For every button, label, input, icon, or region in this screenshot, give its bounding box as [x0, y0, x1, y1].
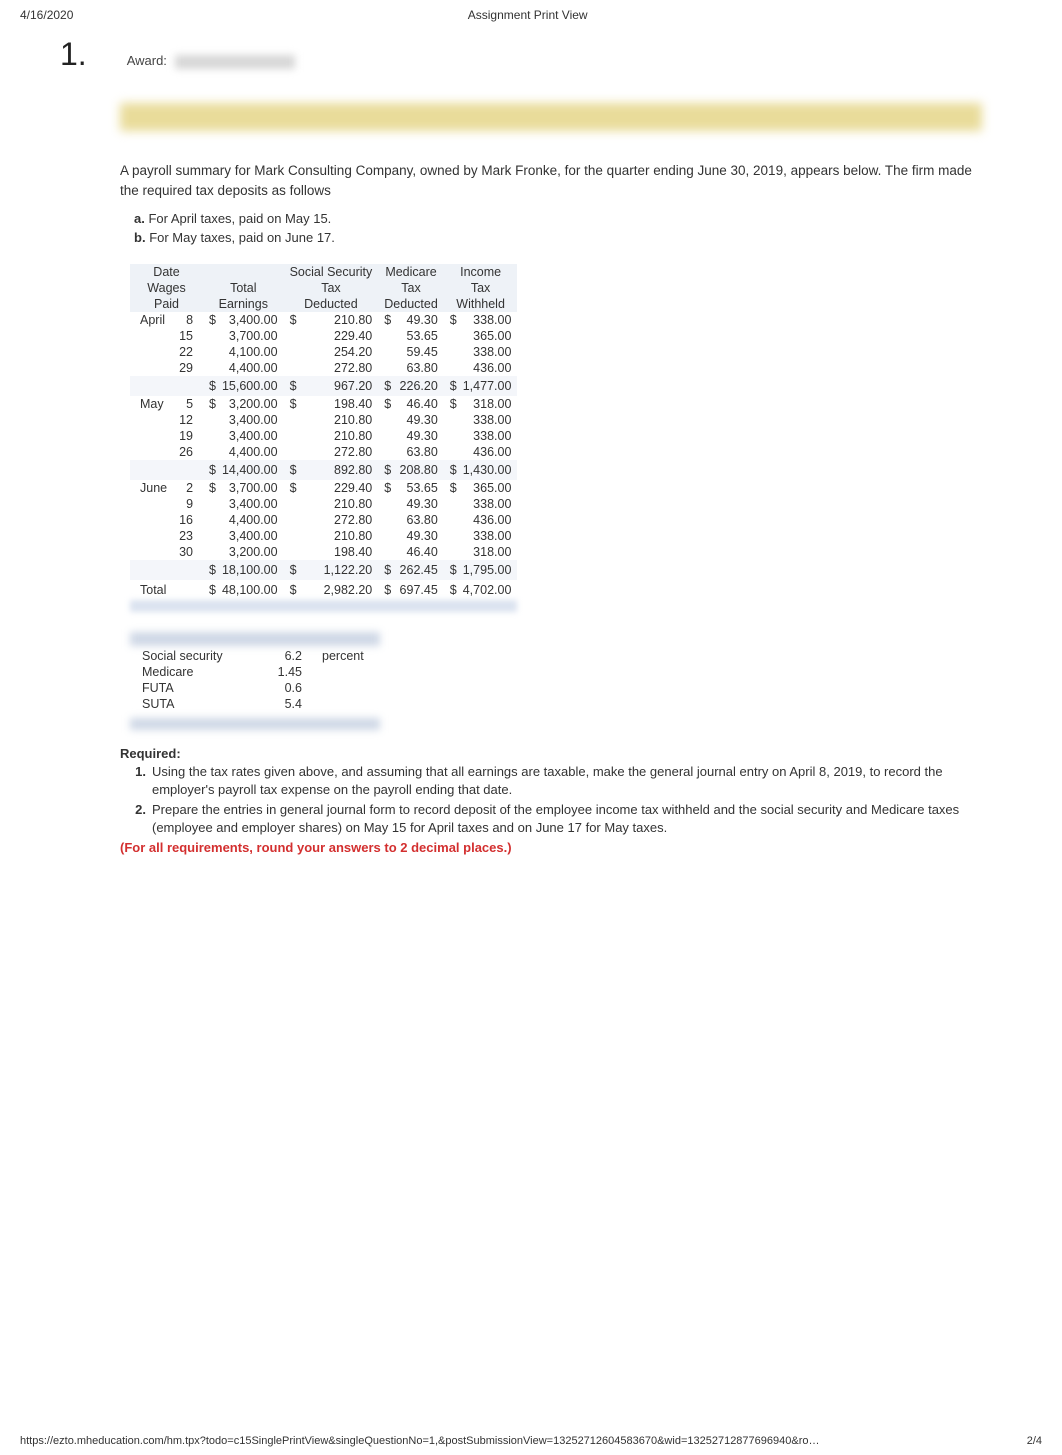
- subtotal-row: $14,400.00$892.80$208.80$1,430.00: [130, 460, 517, 480]
- page-footer: https://ezto.mheducation.com/hm.tpx?todo…: [0, 1435, 1062, 1455]
- rates-table: Social security6.2percentMedicare1.45FUT…: [136, 648, 378, 712]
- payroll-table: DateSocial SecurityMedicareIncomeWagesTo…: [130, 264, 517, 612]
- table-row: 153,700.00229.4053.65365.00: [130, 328, 517, 344]
- rate-row: SUTA5.4: [136, 696, 378, 712]
- page-header: 4/16/2020 Assignment Print View: [0, 0, 1062, 26]
- table-row: April8$3,400.00$210.80$49.30$338.00: [130, 312, 517, 328]
- table-footer-redacted: [130, 600, 517, 612]
- item-b-label: b.: [134, 230, 146, 245]
- question-row: 1. Award:: [60, 36, 982, 73]
- rate-row: Medicare1.45: [136, 664, 378, 680]
- item-a-label: a.: [134, 211, 145, 226]
- table-row: June2$3,700.00$229.40$53.65$365.00: [130, 480, 517, 496]
- table-row: 193,400.00210.8049.30338.00: [130, 428, 517, 444]
- grand-total-row: Total$48,100.00$2,982.20$697.45$4,702.00: [130, 580, 517, 600]
- deposit-list: a. For April taxes, paid on May 15. b. F…: [134, 210, 982, 248]
- header-date: 4/16/2020: [20, 8, 73, 22]
- award-value-redacted: [175, 55, 295, 69]
- item-b-text: For May taxes, paid on June 17.: [149, 230, 335, 245]
- table-row: 164,400.00272.8063.80436.00: [130, 512, 517, 528]
- table-row: 303,200.00198.4046.40318.00: [130, 544, 517, 560]
- table-row: 294,400.00272.8063.80436.00: [130, 360, 517, 376]
- footer-page: 2/4: [1027, 1435, 1042, 1447]
- subtotal-row: $18,100.00$1,122.20$262.45$1,795.00: [130, 560, 517, 580]
- prompt-redacted: [120, 103, 982, 131]
- table-row: 224,100.00254.2059.45338.00: [130, 344, 517, 360]
- rate-row: Social security6.2percent: [136, 648, 378, 664]
- rounding-note: (For all requirements, round your answer…: [120, 840, 982, 855]
- subtotal-row: $15,600.00$967.20$226.20$1,477.00: [130, 376, 517, 396]
- required-item: 2.Prepare the entries in general journal…: [132, 801, 982, 837]
- award-label: Award:: [127, 53, 167, 68]
- table-row: 264,400.00272.8063.80436.00: [130, 444, 517, 460]
- header-title: Assignment Print View: [468, 8, 588, 22]
- intro-paragraph: A payroll summary for Mark Consulting Co…: [120, 161, 982, 200]
- table-row: 233,400.00210.8049.30338.00: [130, 528, 517, 544]
- table-row: 123,400.00210.8049.30338.00: [130, 412, 517, 428]
- rates-header-redacted: [130, 632, 380, 646]
- table-row: 93,400.00210.8049.30338.00: [130, 496, 517, 512]
- required-heading: Required:: [120, 746, 982, 761]
- content: 1. Award: A payroll summary for Mark Con…: [0, 26, 1062, 875]
- table-row: May5$3,200.00$198.40$46.40$318.00: [130, 396, 517, 412]
- rate-row: FUTA0.6: [136, 680, 378, 696]
- rates-footer-redacted: [130, 718, 380, 730]
- required-item: 1.Using the tax rates given above, and a…: [132, 763, 982, 799]
- footer-url: https://ezto.mheducation.com/hm.tpx?todo…: [20, 1435, 819, 1447]
- question-number: 1.: [60, 36, 87, 73]
- item-a-text: For April taxes, paid on May 15.: [148, 211, 331, 226]
- required-list: 1.Using the tax rates given above, and a…: [132, 763, 982, 838]
